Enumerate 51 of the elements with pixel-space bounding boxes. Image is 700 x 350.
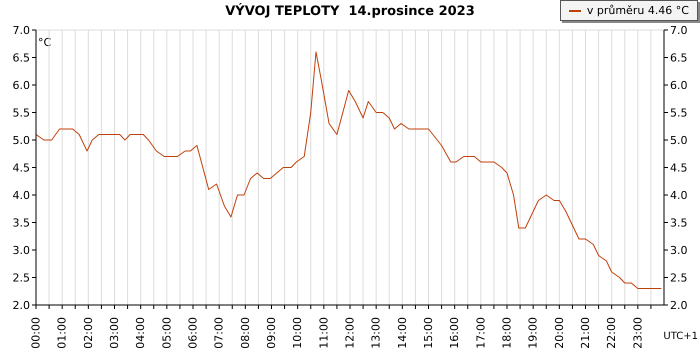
y-tick-label: 2.0 [12,298,30,312]
x-tick-label: 23:00 [631,317,644,349]
x-tick-label: 13:00 [370,317,383,349]
y-tick-label: 7.0 [12,24,30,37]
y2-tick-label: 6.0 [670,78,688,92]
x-tick-label: 09:00 [265,317,278,349]
x-tick-label: 00:00 [30,317,42,349]
x-tick-label: 04:00 [134,317,148,349]
y2-tick-label: 4.5 [670,161,688,174]
x-tick-label: 21:00 [579,317,592,349]
x-tick-label: 15:00 [422,317,435,349]
y-tick-label: 5.5 [12,106,30,120]
x-tick-label: 07:00 [212,317,226,349]
y2-tick-label: 5.5 [670,106,688,120]
y-tick-label: 2.5 [12,271,30,284]
x-tick-label: 22:00 [605,317,618,349]
y2-tick-label: 4.0 [670,188,688,202]
x-axis-title: UTC+1 [663,331,698,342]
chart-title: VÝVOJ TEPLOTY 14.prosince 2023 [225,4,475,19]
x-tick-label: 17:00 [474,317,488,349]
y-tick-label: 4.5 [12,161,30,174]
y2-tick-label: 2.0 [670,298,688,312]
line-series [36,52,662,289]
x-tick-label: 05:00 [160,317,174,349]
x-tick-label: 06:00 [186,317,200,349]
x-tick-label: 11:00 [317,317,330,349]
x-tick-label: 03:00 [108,317,121,349]
y-tick-label: 4.0 [12,188,30,202]
y2-tick-label: 2.5 [670,271,688,284]
y2-tick-label: 3.0 [670,244,688,257]
y-tick-label: 6.5 [12,51,30,64]
x-tick-label: 08:00 [238,317,252,349]
y-tick-label: 6.0 [12,78,30,92]
x-tick-label: 12:00 [344,317,356,349]
y2-tick-label: 3.5 [670,216,688,230]
y2-tick-label: 6.5 [670,51,688,64]
x-tick-label: 10:00 [291,317,304,349]
y2-tick-label: 5.0 [670,134,688,147]
x-tick-label: 01:00 [56,317,69,349]
x-tick-label: 14:00 [396,317,409,349]
y2-tick-label: 7.0 [670,24,688,37]
x-tick-label: 02:00 [82,317,95,349]
y-tick-label: 5.0 [12,134,30,147]
y-tick-label: 3.5 [12,216,30,230]
x-tick-label: 19:00 [526,317,540,349]
y-tick-label: 3.0 [12,244,30,257]
y-axis-title: °C [38,36,52,49]
x-tick-label: 20:00 [552,317,566,349]
x-tick-label: 16:00 [448,317,462,349]
x-tick-label: 18:00 [500,317,514,349]
legend-label: v průměru 4.46 °C [586,4,689,17]
